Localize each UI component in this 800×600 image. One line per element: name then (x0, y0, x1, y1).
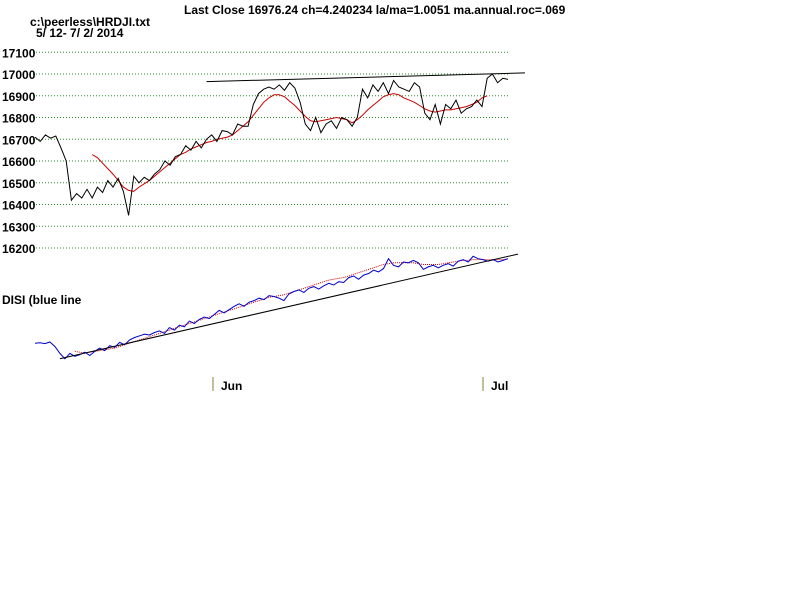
indicator-label: DISI (blue line (2, 293, 82, 307)
price-resistance-trendline (206, 72, 526, 83)
price-y-tick-labels: 17100 17000 16900 16800 16700 16600 16500 16400… (2, 46, 36, 256)
indicator-series-group (34, 253, 519, 360)
x-axis-ticks: Jun Jul (212, 377, 508, 393)
chart-title: Last Close 16976.24 ch=4.240234 la/ma=1.… (184, 3, 566, 17)
x-tick-label: Jun (221, 379, 242, 393)
price-y-tick-label: 16500 (2, 177, 36, 191)
price-y-tick-label: 16300 (2, 220, 36, 234)
date-range-label: 5/ 12- 7/ 2/ 2014 (36, 26, 124, 40)
price-series-group (34, 72, 526, 216)
price-y-tick-label: 16900 (2, 90, 36, 104)
disi-support-trendline (59, 253, 519, 360)
disi-blue-line (34, 255, 509, 360)
price-y-tick-label: 16400 (2, 199, 36, 213)
price-y-tick-label: 17000 (2, 68, 36, 82)
disi-moving-average-line (74, 258, 509, 354)
price-y-tick-label: 16600 (2, 155, 36, 169)
price-close-line (34, 73, 509, 216)
price-y-tick-label: 16700 (2, 133, 36, 147)
price-y-tick-label: 17100 (2, 46, 36, 60)
price-moving-average-line (91, 93, 488, 192)
price-gridlines (33, 51, 508, 249)
x-tick-label: Jul (491, 379, 508, 393)
price-y-tick-label: 16800 (2, 112, 36, 126)
price-y-tick-label: 16200 (2, 242, 36, 256)
file-path-label: c:\peerless\HRDJI.txt (30, 15, 151, 29)
